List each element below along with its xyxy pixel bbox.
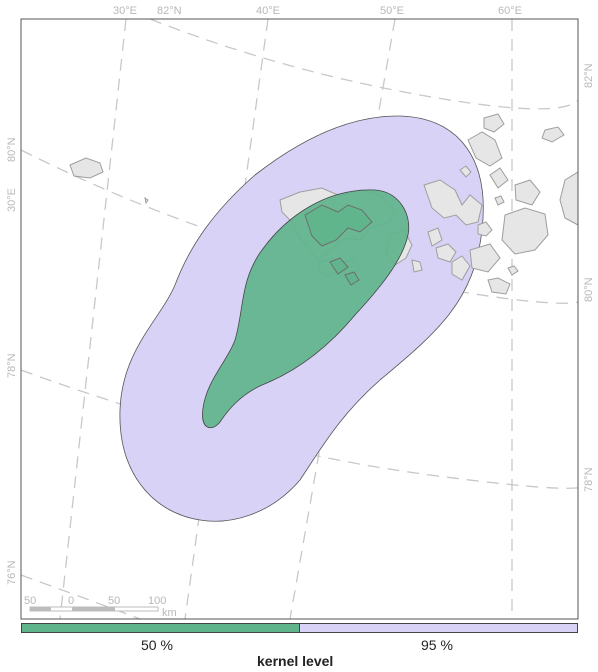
label-82n-right: 82°N: [583, 63, 595, 88]
scale-tick-50-left: 50: [24, 595, 36, 607]
scale-tick-0: 0: [68, 595, 74, 607]
legend-swatch-95: [299, 623, 578, 633]
label-30e-top: 30°E: [113, 5, 137, 17]
label-80n-left: 80°N: [6, 137, 18, 162]
scale-tick-100: 100: [148, 595, 166, 607]
graticule-labels-right: 82°N 80°N 78°N: [583, 63, 595, 492]
graticule-labels-top: 30°E 82°N 40°E 50°E 60°E: [113, 5, 522, 17]
scale-tick-50: 50: [108, 595, 120, 607]
label-78n-right: 78°N: [583, 467, 595, 492]
label-30e-left: 30°E: [6, 188, 18, 212]
label-80n-right: 80°N: [583, 277, 595, 302]
label-40e-top: 40°E: [256, 5, 280, 17]
label-60e-top: 60°E: [498, 5, 522, 17]
land-islands-overlay: [304, 204, 373, 286]
graticule-labels-left: 80°N 30°E 78°N 76°N: [6, 137, 18, 585]
map-frame: [20, 18, 579, 620]
label-50e-top: 50°E: [380, 5, 404, 17]
label-76n-left: 76°N: [6, 560, 18, 585]
scale-unit: km: [162, 607, 177, 619]
legend-title: kernel level: [257, 653, 334, 669]
scale-bar: 50 0 50 100 km: [24, 595, 177, 619]
legend-swatch-50: [21, 623, 300, 633]
label-82n-top: 82°N: [157, 5, 182, 17]
legend-label-95: 95 %: [421, 637, 453, 653]
legend-label-50: 50 %: [141, 637, 173, 653]
label-78n-left: 78°N: [6, 353, 18, 378]
kernel-50-polygon[interactable]: [202, 189, 410, 429]
